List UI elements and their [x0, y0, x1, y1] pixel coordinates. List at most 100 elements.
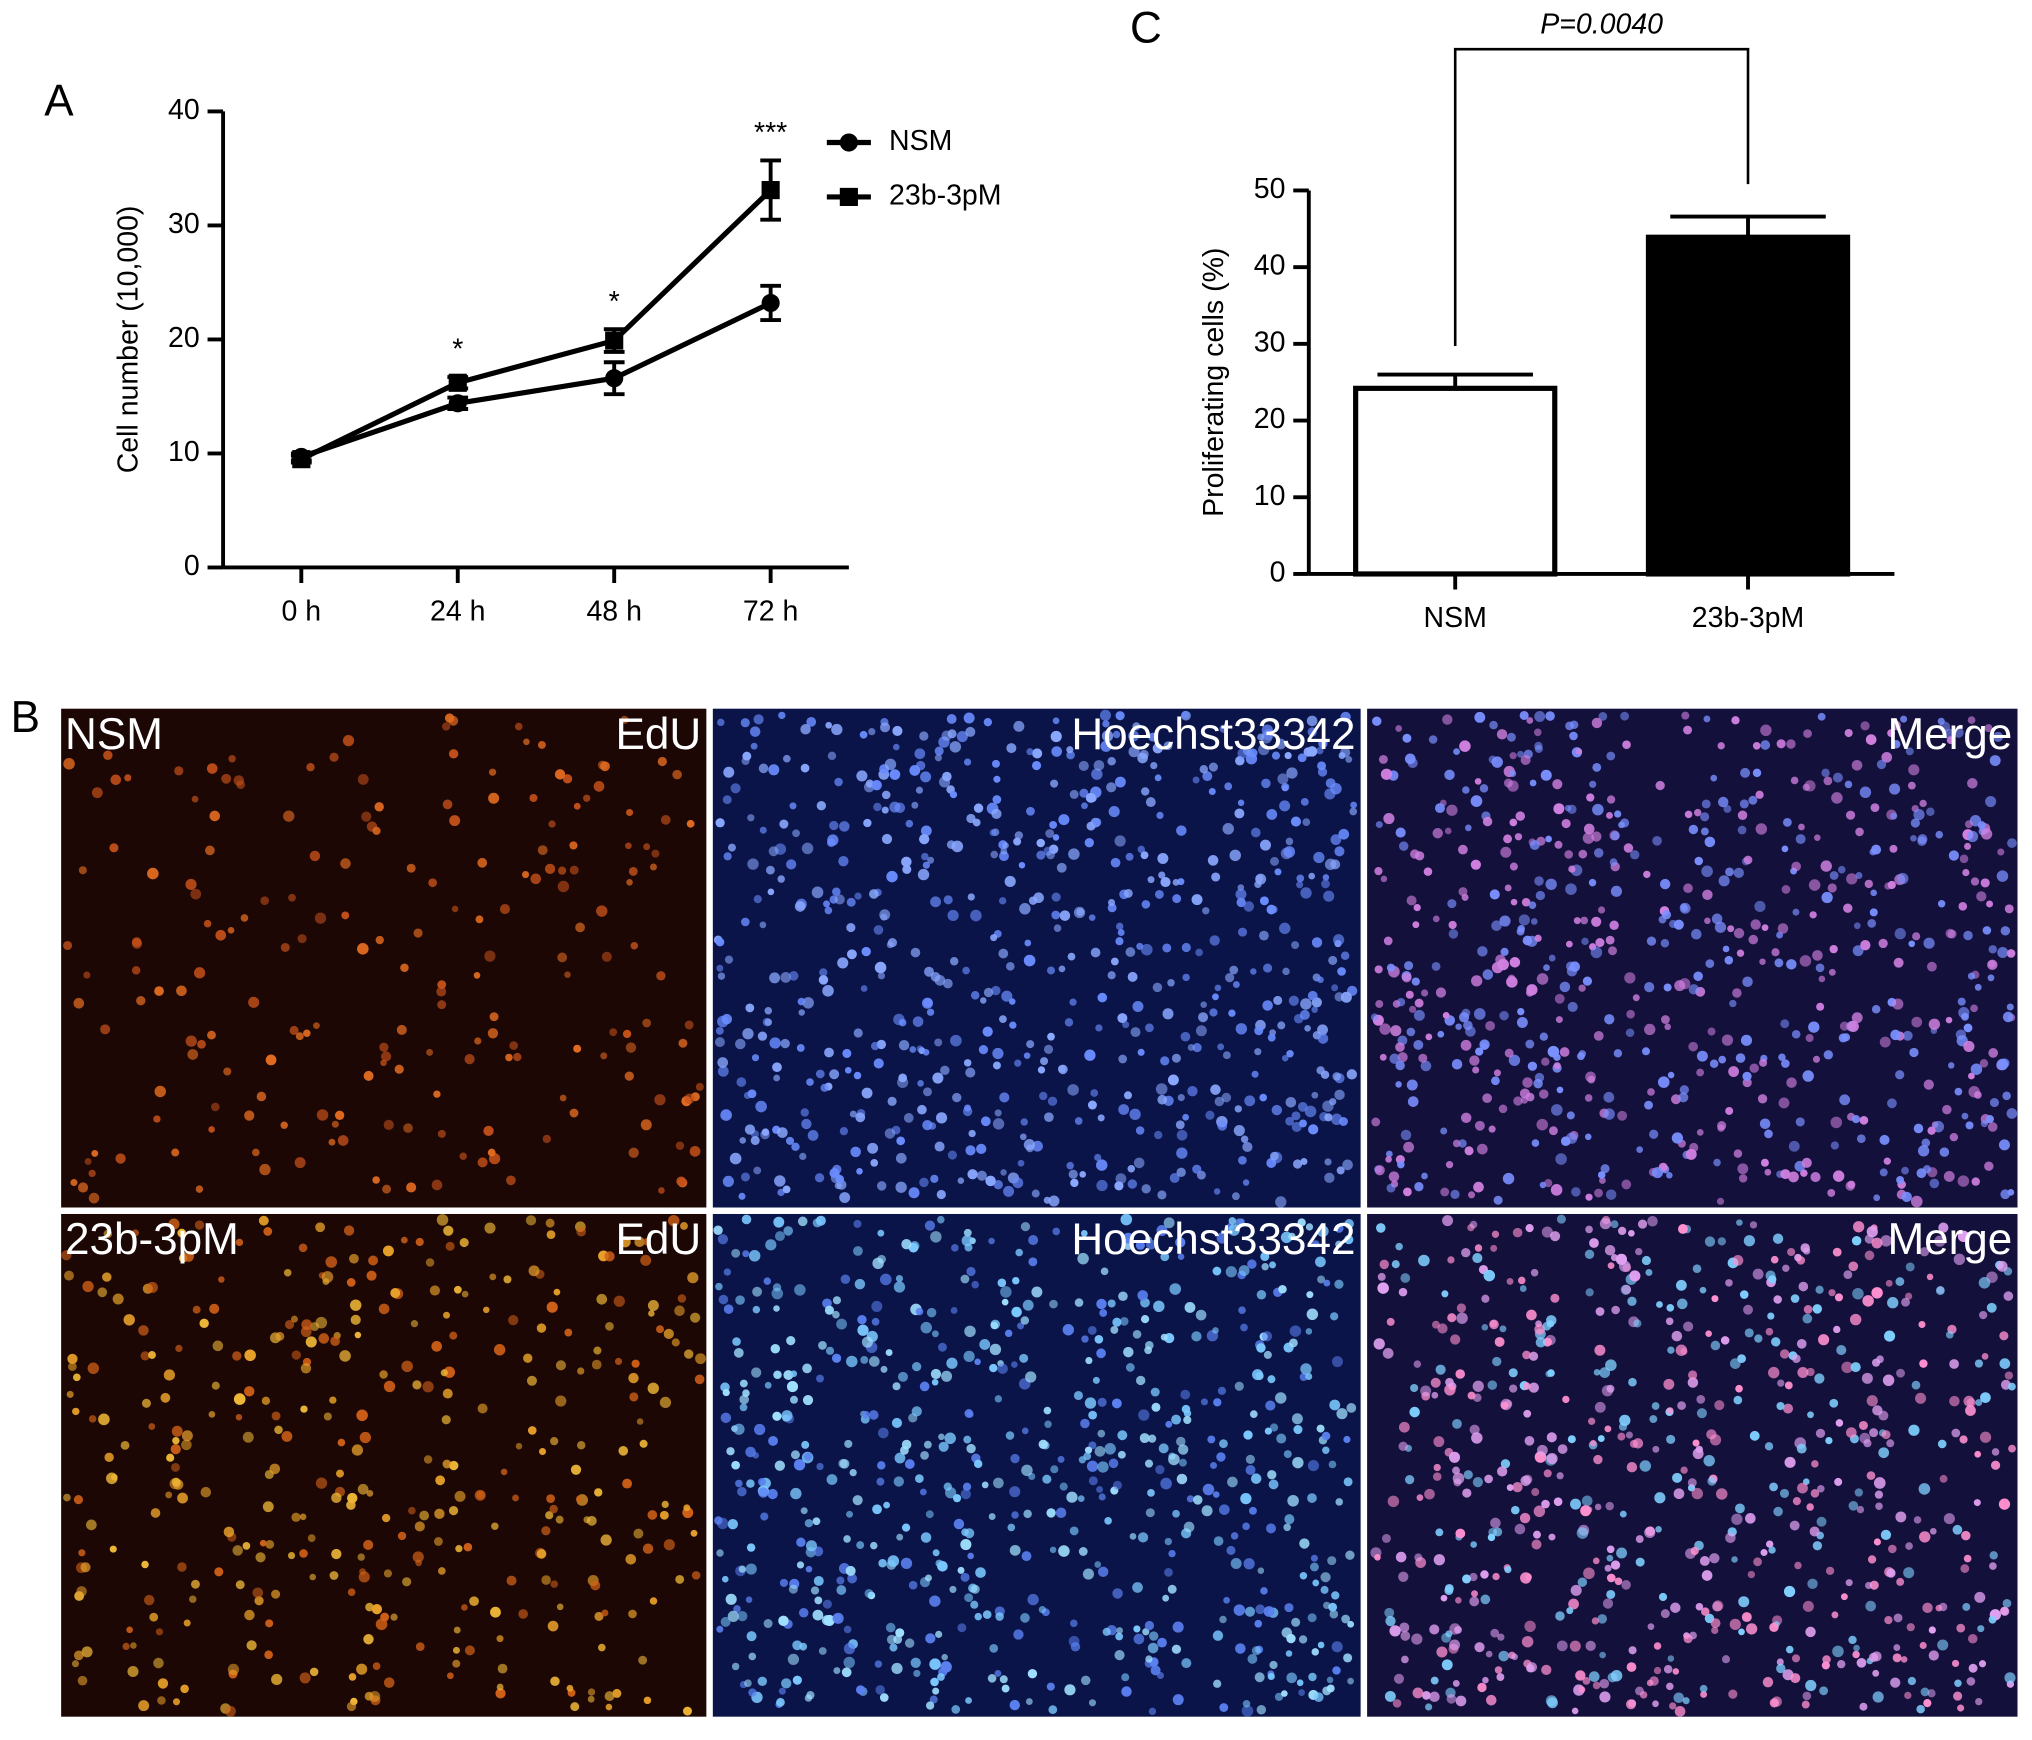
- cell: [357, 773, 369, 785]
- cell: [463, 1542, 473, 1552]
- cell: [794, 1284, 806, 1296]
- cell: [1526, 1662, 1538, 1673]
- cell: [920, 825, 932, 837]
- cell: [1964, 842, 1972, 850]
- cell: [225, 1705, 236, 1717]
- cell: [839, 1127, 849, 1136]
- cell: [244, 1609, 255, 1621]
- cell: [844, 1439, 853, 1448]
- cell: [936, 1189, 946, 1200]
- cell: [1238, 1306, 1246, 1315]
- cell: [1788, 1140, 1800, 1152]
- marker: [292, 450, 311, 469]
- cell: [1509, 770, 1517, 777]
- cell: [771, 1287, 784, 1300]
- cell: [878, 1558, 887, 1568]
- cell: [1588, 1671, 1600, 1682]
- cell: [1845, 1579, 1853, 1587]
- cell: [1028, 1235, 1039, 1246]
- cell: [371, 1603, 383, 1615]
- cell: [1252, 1369, 1264, 1381]
- cell: [1737, 1163, 1749, 1175]
- cell: [1020, 1221, 1031, 1232]
- cell: [900, 1557, 913, 1570]
- cell: [1108, 899, 1116, 907]
- cell: [1748, 795, 1758, 805]
- cell: [1886, 1439, 1895, 1448]
- cell: [1810, 1489, 1820, 1498]
- cell: [620, 715, 629, 724]
- cell: [839, 1459, 850, 1469]
- cell: [1080, 1418, 1090, 1429]
- cell: [1469, 1055, 1480, 1066]
- cell: [873, 802, 882, 812]
- cell: [1219, 724, 1228, 733]
- cell: [177, 1492, 188, 1504]
- cell: [1344, 1219, 1354, 1229]
- cell: [1764, 1129, 1773, 1139]
- cell: [1401, 1655, 1409, 1664]
- cell: [104, 1452, 114, 1463]
- cell: [1724, 955, 1734, 965]
- cell: [927, 856, 935, 864]
- cell: [1606, 795, 1616, 804]
- cell: [1217, 1386, 1227, 1395]
- cell: [1070, 1619, 1078, 1628]
- cell: [1628, 1229, 1635, 1237]
- cell: [1266, 1523, 1276, 1534]
- cell: [1998, 1498, 2011, 1510]
- cell: [1980, 1392, 1991, 1403]
- cell: [1787, 1247, 1796, 1257]
- cell: [989, 1644, 999, 1653]
- cell: [895, 1628, 905, 1638]
- cell: [944, 1432, 956, 1445]
- cells: [713, 1213, 1357, 1717]
- cell: [1064, 1018, 1074, 1027]
- cell: [941, 1653, 948, 1661]
- cell: [1815, 1428, 1826, 1438]
- cell: [1592, 763, 1602, 772]
- cell: [1149, 1631, 1159, 1641]
- cell: [1606, 1384, 1615, 1393]
- cell: [1470, 795, 1483, 807]
- cell: [736, 1077, 747, 1087]
- cell: [1757, 1094, 1768, 1104]
- cell: [1702, 889, 1713, 901]
- cell: [957, 1177, 965, 1184]
- cell: [171, 1462, 180, 1472]
- cell: [1939, 1147, 1950, 1157]
- cell: [383, 1380, 396, 1393]
- cell: [508, 1314, 519, 1326]
- cell: [780, 972, 792, 983]
- cell: [1162, 1594, 1170, 1602]
- cell: [1345, 755, 1353, 763]
- cell: [1331, 1641, 1343, 1653]
- cell: [1212, 1630, 1224, 1641]
- cell: [299, 1672, 311, 1684]
- cell: [1147, 1489, 1155, 1497]
- cell: [1667, 1655, 1675, 1662]
- cell: [1852, 1287, 1864, 1300]
- cell: [1597, 1435, 1605, 1442]
- cell: [799, 1152, 807, 1161]
- cell: [1802, 1313, 1813, 1324]
- marker: [448, 394, 467, 413]
- cell: [998, 851, 1009, 862]
- cell: [1688, 984, 1700, 995]
- cell: [1655, 780, 1665, 791]
- cell: [1965, 1405, 1976, 1416]
- cell: [1133, 1625, 1141, 1633]
- cell: [1947, 1062, 1955, 1069]
- cell: [2000, 926, 2011, 936]
- cell: [677, 1294, 687, 1303]
- cell: [1874, 1490, 1884, 1499]
- cell: [1128, 746, 1140, 758]
- cell: [1018, 861, 1026, 869]
- cell: [208, 1410, 216, 1418]
- cell: [1606, 1573, 1616, 1583]
- cell: [1172, 1694, 1184, 1706]
- cell: [740, 1172, 750, 1182]
- cell: [1970, 1004, 1978, 1013]
- cell: [1051, 746, 1062, 757]
- cell: [1541, 1664, 1552, 1675]
